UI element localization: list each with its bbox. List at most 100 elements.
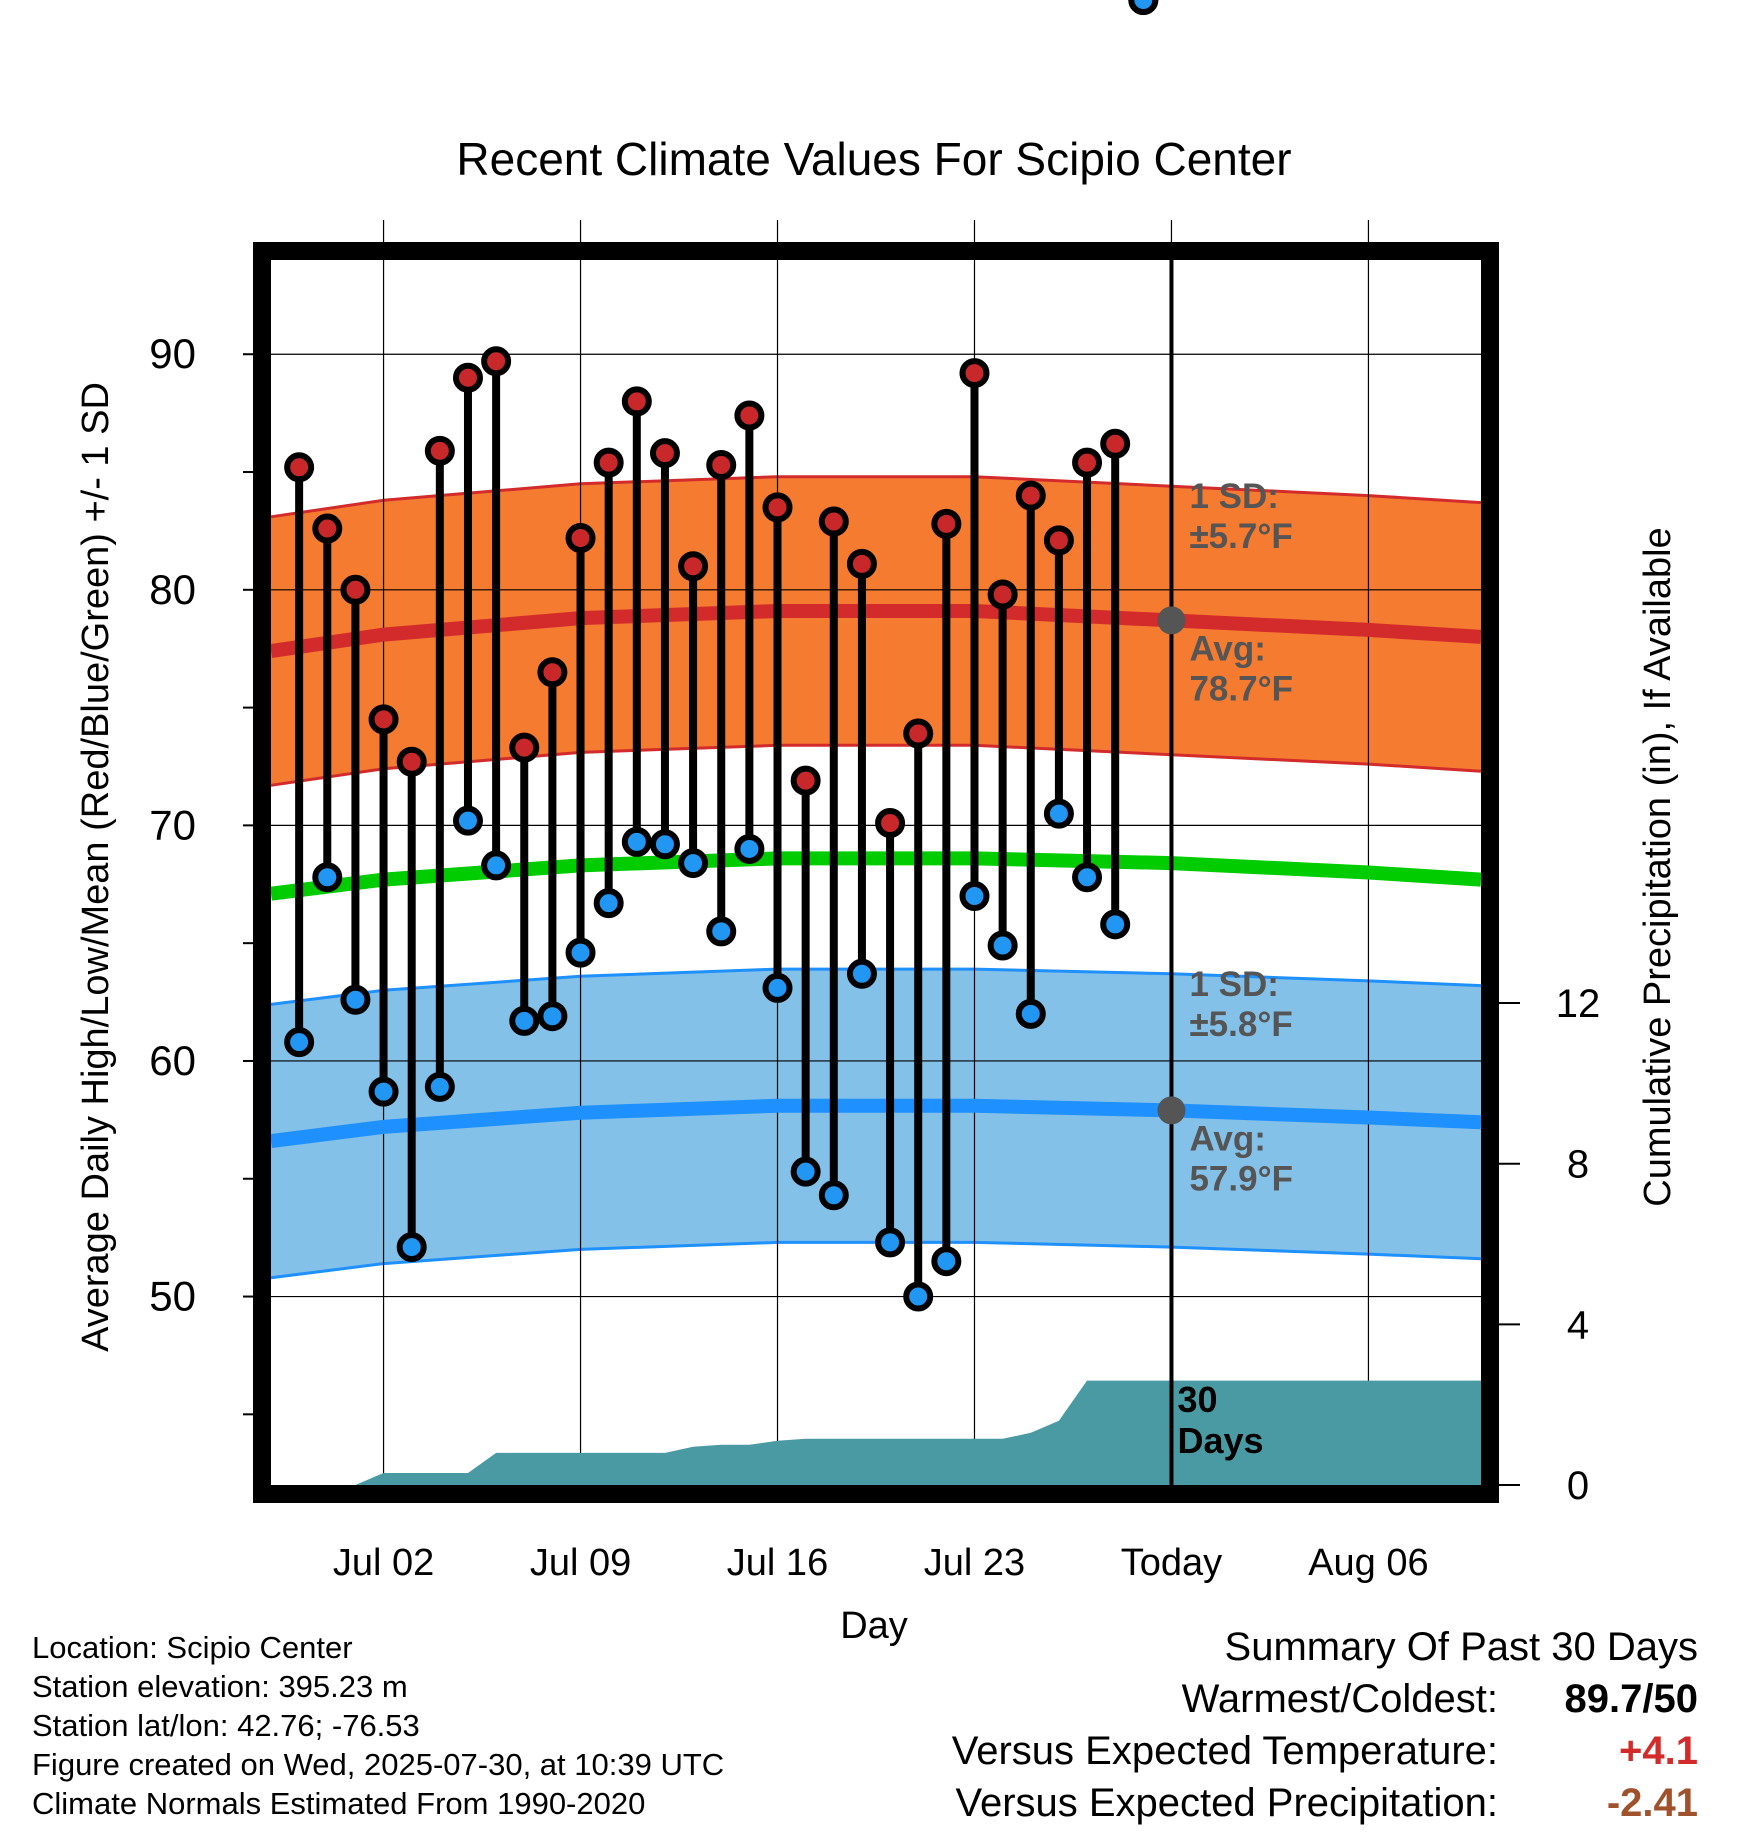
observed-high-point: [593, 447, 624, 478]
normal-high-line: [269, 604, 1482, 659]
x-tick-label: Jul 23: [924, 1542, 1025, 1584]
warmest-value: 89.7/50: [1564, 1677, 1698, 1721]
high-sd-title: 1 SD:: [1189, 477, 1278, 516]
precip-area: [271, 1380, 1481, 1485]
observed-low-point: [537, 1001, 568, 1032]
observed-high-point: [1072, 447, 1103, 478]
observed-low-point: [368, 1076, 399, 1107]
warmest-row: Warmest/Coldest: 89.7/50: [1182, 1677, 1698, 1729]
y2-tick-label: 4: [1567, 1303, 1589, 1347]
precip-period-label-1: 30: [1177, 1379, 1217, 1420]
temp-row: Versus Expected Temperature: +4.1: [952, 1729, 1698, 1781]
y-tick-label: 60: [149, 1037, 196, 1084]
station-info: Location: Scipio Center Station elevatio…: [32, 1628, 724, 1823]
low-avg-title: Avg:: [1189, 1119, 1265, 1158]
precip-cumulative-area: [271, 1380, 1481, 1485]
observed-high-point: [537, 657, 568, 688]
precip-label: Versus Expected Precipitation:: [955, 1781, 1498, 1825]
high-today-avg-point: [1157, 606, 1186, 635]
observed-high-point: [734, 400, 765, 431]
observed-low-point: [621, 826, 652, 857]
observed-low-point: [452, 805, 483, 836]
observed-low-point: [481, 850, 512, 881]
precip-value: -2.41: [1606, 1781, 1698, 1825]
y-tick-label: 50: [149, 1273, 196, 1320]
observed-low-point: [1072, 862, 1103, 893]
observed-high-point: [846, 548, 877, 579]
observed-low-point: [931, 1246, 962, 1277]
low-sd-band: [271, 969, 1481, 1278]
latlon-text: Station lat/lon: 42.76; -76.53: [32, 1708, 420, 1743]
x-tick-label: Aug 06: [1308, 1542, 1428, 1584]
high-sd-value: ±5.7°F: [1189, 517, 1292, 556]
observed-low-point: [987, 930, 1018, 961]
normal-mean-line: [270, 851, 1482, 901]
observed-low-point: [649, 829, 680, 860]
high-sd-band: [271, 476, 1481, 786]
low-avg-value: 57.9°F: [1189, 1159, 1293, 1198]
normal-low-line: [270, 1098, 1482, 1149]
x-tick-label: Jul 16: [727, 1542, 828, 1584]
chart-title: Recent Climate Values For Scipio Center: [456, 133, 1291, 185]
observed-low-point: [734, 833, 765, 864]
observed-high-point: [1100, 428, 1131, 459]
observed-low-point: [790, 1156, 821, 1187]
observed-high-point: [621, 386, 652, 417]
precip-period-label-2: Days: [1177, 1420, 1263, 1461]
observed-high-point: [762, 492, 793, 523]
location-text: Location: Scipio Center: [32, 1630, 353, 1665]
observed-high-point: [340, 574, 371, 605]
observed-low-point: [959, 881, 990, 912]
y2-tick-label: 0: [1567, 1464, 1589, 1508]
summary-panel: Summary Of Past 30 Days Warmest/Coldest:…: [952, 1625, 1698, 1833]
observed-high-point: [649, 438, 680, 469]
observed-high-point: [1043, 525, 1074, 556]
observed-high-point: [931, 508, 962, 539]
observed-low-point: [818, 1180, 849, 1211]
observed-high-point: [424, 435, 455, 466]
observed-high-point: [284, 452, 315, 483]
observed-low-point: [1100, 909, 1131, 940]
observed-high-point: [509, 732, 540, 763]
y2-tick-label: 12: [1556, 982, 1601, 1026]
high-avg-title: Avg:: [1189, 629, 1265, 668]
observed-high-point: [368, 704, 399, 735]
temp-value: +4.1: [1619, 1729, 1698, 1773]
observed-low-point: [875, 1227, 906, 1258]
observed-high-point: [875, 808, 906, 839]
x-tick-label: Today: [1121, 1542, 1222, 1584]
observed-low-point: [903, 1281, 934, 1312]
observed-high-point: [818, 506, 849, 537]
y2-axis-label: Cumulative Precipitation (in), If Availa…: [1637, 527, 1679, 1206]
temp-label: Versus Expected Temperature:: [951, 1729, 1498, 1773]
observed-low-point: [396, 1232, 427, 1263]
observed-high-point: [987, 579, 1018, 610]
x-tick-label: Jul 09: [530, 1542, 631, 1584]
observed-stems: [284, 0, 1159, 1312]
observed-high-point: [481, 346, 512, 377]
observed-high-point: [706, 449, 737, 480]
observed-high-point: [565, 522, 596, 553]
observed-low-point: [424, 1071, 455, 1102]
high-sd-band-upper-edge: [270, 475, 1482, 519]
observed-high-point: [1015, 480, 1046, 511]
observed-high-point: [396, 746, 427, 777]
observed-low-point: [706, 916, 737, 947]
observed-low-point: [509, 1005, 540, 1036]
normal-lines: [269, 604, 1482, 1149]
observed-high-point: [790, 765, 821, 796]
x-axis-label: Day: [840, 1605, 908, 1647]
axes: 50 60 70 80 90 0 4 8 12 Jul 02 Jul 09 Jul 16 Jul 23 T…: [149, 330, 1600, 1584]
observed-high-point: [452, 362, 483, 393]
normals-text: Climate Normals Estimated From 1990-2020: [32, 1786, 646, 1821]
y-tick-label: 90: [149, 330, 196, 377]
low-sd-value: ±5.8°F: [1189, 1005, 1292, 1044]
observed-low-point: [593, 888, 624, 919]
observed-low-point: [1043, 798, 1074, 829]
observed-low-point: [678, 848, 709, 879]
y2-tick-label: 8: [1567, 1143, 1589, 1187]
y-tick-label: 70: [149, 801, 196, 848]
observed-low-point: [1015, 998, 1046, 1029]
observed-low-point: [1128, 0, 1159, 15]
